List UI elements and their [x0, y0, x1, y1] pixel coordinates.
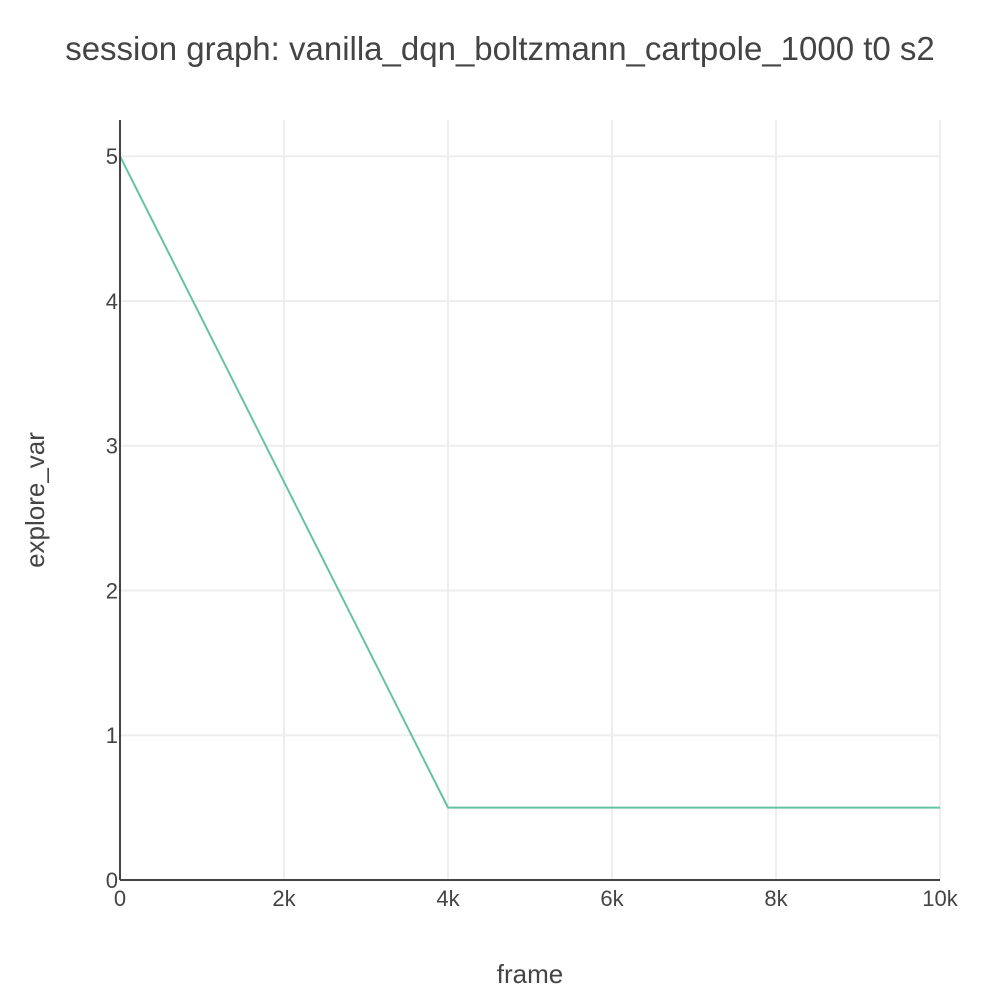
y-axis-title: explore_var — [20, 432, 50, 568]
y-tick-label-5: 5 — [106, 144, 118, 169]
y-tick-label-1: 1 — [106, 723, 118, 748]
x-tick-label-0: 0 — [114, 886, 126, 911]
y-tick-label-4: 4 — [106, 289, 118, 314]
grid-layer — [120, 120, 941, 880]
x-tick-label-3: 6k — [600, 886, 624, 911]
series-layer — [119, 155, 940, 809]
x-tick-label-5: 10k — [922, 886, 958, 911]
series-line-0 — [119, 155, 940, 809]
axes-layer — [119, 120, 940, 881]
tick-label-layer: 0 2k 4k 6k 8k 10k 0 1 2 3 4 5 — [106, 144, 959, 911]
x-axis-title: frame — [497, 959, 563, 989]
chart-title: session graph: vanilla_dqn_boltzmann_car… — [65, 30, 935, 67]
y-tick-label-2: 2 — [106, 578, 118, 603]
y-tick-label-0: 0 — [106, 868, 118, 893]
x-tick-label-1: 2k — [272, 886, 296, 911]
x-tick-label-4: 8k — [764, 886, 788, 911]
x-tick-label-2: 4k — [436, 886, 460, 911]
y-tick-label-3: 3 — [106, 434, 118, 459]
